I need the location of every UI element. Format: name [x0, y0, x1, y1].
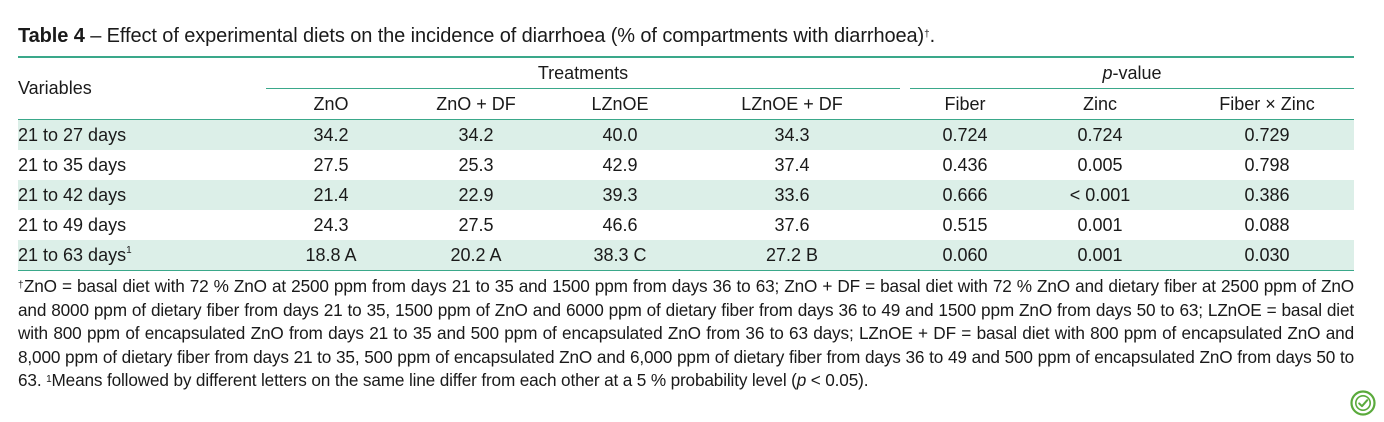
open-access-icon[interactable]: [1350, 390, 1376, 416]
table-cell: 22.9: [396, 180, 556, 210]
table-cell: < 0.001: [1020, 180, 1180, 210]
table-cell: 24.3: [313, 214, 349, 235]
table-cell: 42.9: [602, 154, 638, 175]
table-cell: 34.2: [396, 120, 556, 150]
caption-dagger: †: [924, 29, 930, 40]
row-label: 21 to 27 days: [18, 120, 266, 150]
table-container: Table 4 – Effect of experimental diets o…: [18, 22, 1354, 393]
column-header: Zinc: [1020, 89, 1180, 120]
table-cell: 37.4: [774, 154, 810, 175]
table-cell: 0.030: [1180, 240, 1355, 271]
table-row: 21 to 63 days1 18.8 A 20.2 A 38.3 C 27.2…: [18, 240, 1355, 271]
table-cell: 27.5: [458, 214, 494, 235]
caption-text: – Effect of experimental diets on the in…: [84, 25, 925, 47]
pvalue-rest: -value: [1112, 62, 1162, 83]
column-header: LZnOE: [556, 89, 684, 120]
table-row: 21 to 42 days 21.4 22.9 39.3 33.6 0.666 …: [18, 180, 1355, 210]
table-cell: 27.5: [313, 154, 349, 175]
footnote-text-3: < 0.05).: [806, 370, 869, 390]
table-cell: 0.724: [910, 120, 1020, 150]
table-cell: 40.0: [556, 120, 684, 150]
caption-end: .: [929, 25, 936, 47]
row-gap: [900, 150, 910, 180]
header-variables: Variables: [18, 58, 266, 120]
table-cell: 34.2: [266, 120, 396, 150]
top-rule: [18, 56, 1354, 58]
pvalue-italic: p: [1102, 62, 1113, 83]
table-cell: 39.3: [556, 180, 684, 210]
table-cell: 27.2 B: [684, 240, 900, 271]
column-header: Fiber × Zinc: [1180, 89, 1355, 120]
footnote-dagger: †: [18, 280, 24, 291]
table-cell: 0.001: [1077, 214, 1123, 235]
open-access-badge-svg: [1350, 390, 1376, 416]
row-label: 21 to 49 days: [18, 214, 127, 235]
row-label: 21 to 35 days: [18, 154, 127, 175]
table-row: 21 to 35 days 27.5 25.3 42.9 37.4 0.436 …: [18, 150, 1354, 180]
row-gap: [900, 210, 910, 240]
table-cell: 33.6: [684, 180, 900, 210]
column-header: ZnO + DF: [396, 89, 556, 120]
table-cell: 0.666: [910, 180, 1020, 210]
table-cell: 0.515: [942, 214, 988, 235]
table-cell: 0.729: [1180, 120, 1355, 150]
footnote-text-1: ZnO = basal diet with 72 % ZnO at 2500 p…: [18, 276, 1354, 390]
table-cell: 0.386: [1180, 180, 1355, 210]
results-table: Variables Treatments p-value ZnO ZnO + D…: [18, 58, 1355, 271]
table-cell: 18.8 A: [266, 240, 396, 271]
row-label: 21 to 42 days: [18, 180, 266, 210]
row-gap: [900, 180, 910, 210]
header-group-pvalue: p-value: [910, 58, 1355, 89]
header-gap: [900, 58, 910, 89]
table-cell: 20.2 A: [396, 240, 556, 271]
table-cell: 46.6: [602, 214, 638, 235]
header-group-treatments: Treatments: [266, 58, 900, 89]
header-gap: [900, 89, 910, 120]
table-cell: 0.724: [1020, 120, 1180, 150]
footnote-mark-1: 1: [46, 374, 52, 385]
column-header: ZnO: [266, 89, 396, 120]
table-cell: 0.005: [1077, 154, 1123, 175]
row-label-sup: 1: [126, 244, 132, 256]
table-cell: 0.436: [942, 154, 988, 175]
table-cell: 25.3: [458, 154, 494, 175]
column-header: LZnOE + DF: [684, 89, 900, 120]
footnote-text-2: Means followed by different letters on t…: [51, 370, 797, 390]
column-header: Fiber: [910, 89, 1020, 120]
table-cell: 34.3: [684, 120, 900, 150]
row-gap: [900, 240, 910, 271]
row-gap: [900, 120, 910, 150]
table-cell: 21.4: [266, 180, 396, 210]
table-cell: 38.3 C: [556, 240, 684, 271]
table-cell: 0.001: [1020, 240, 1180, 271]
caption-label: Table 4: [18, 25, 85, 47]
table-row: 21 to 49 days 24.3 27.5 46.6 37.6 0.515 …: [18, 210, 1354, 240]
row-label: 21 to 63 days1: [18, 240, 266, 271]
table-cell: 0.088: [1244, 214, 1290, 235]
footnote-p-italic: p: [796, 370, 807, 390]
table-caption: Table 4 – Effect of experimental diets o…: [18, 22, 1354, 52]
table-footnote: †ZnO = basal diet with 72 % ZnO at 2500 …: [18, 275, 1354, 393]
table-row: 21 to 27 days 34.2 34.2 40.0 34.3 0.724 …: [18, 120, 1355, 150]
table-cell: 0.060: [910, 240, 1020, 271]
table-cell: 37.6: [774, 214, 810, 235]
table-cell: 0.798: [1244, 154, 1290, 175]
